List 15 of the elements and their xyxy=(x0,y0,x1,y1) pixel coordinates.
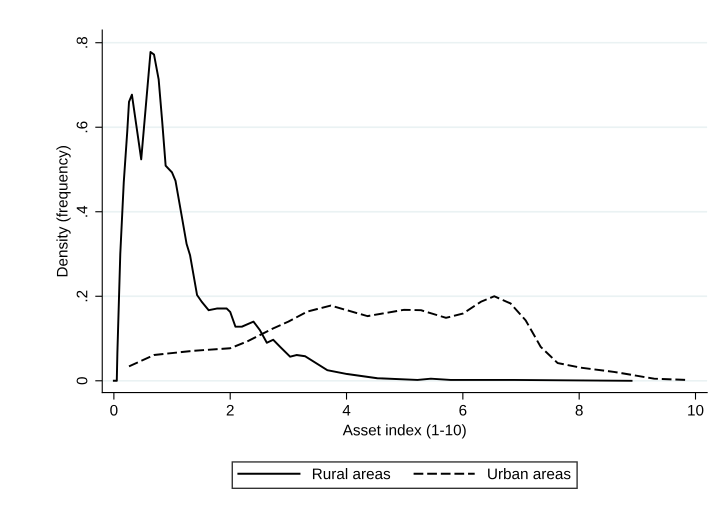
x-tick-label: 10 xyxy=(688,404,704,416)
y-tick-label: .4 xyxy=(76,206,88,217)
y-axis-title: Density (frequency) xyxy=(56,146,71,276)
y-tick-label: 0 xyxy=(76,377,88,384)
legend-label: Urban areas xyxy=(488,468,570,480)
x-tick-label: 0 xyxy=(110,404,118,416)
x-tick-label: 4 xyxy=(342,404,350,416)
legend-label: Rural areas xyxy=(312,468,390,480)
y-tick-label: .8 xyxy=(76,37,88,48)
x-tick-label: 6 xyxy=(459,404,466,416)
x-tick-label: 2 xyxy=(226,404,234,416)
x-axis-title: Asset index (1-10) xyxy=(342,424,466,438)
x-tick-label: 8 xyxy=(576,404,583,416)
y-tick-label: .6 xyxy=(76,122,88,132)
y-tick-label: .2 xyxy=(76,290,88,302)
